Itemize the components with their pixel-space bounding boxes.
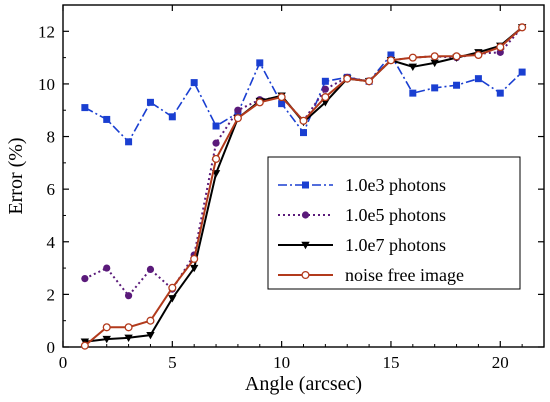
data-point (124, 292, 133, 300)
series-1 (81, 51, 526, 146)
data-point (386, 56, 396, 65)
data-point (474, 75, 482, 83)
data-point (408, 53, 417, 62)
legend-swatch-marker (301, 270, 310, 280)
legend-swatch-marker (301, 211, 310, 219)
data-point (300, 129, 307, 137)
data-point (321, 85, 329, 93)
data-point (168, 113, 176, 121)
legend-swatch-marker (302, 181, 309, 189)
data-point (452, 52, 461, 61)
data-point (212, 122, 220, 130)
data-point (102, 323, 111, 332)
legend-label: 1.0e3 photons (345, 175, 446, 195)
data-point (453, 81, 461, 89)
data-point (146, 331, 155, 340)
data-point (124, 334, 133, 342)
legend-entry-1: 1.0e3 photons (278, 175, 446, 195)
data-point (81, 104, 89, 112)
data-point (146, 98, 154, 106)
data-point (409, 89, 417, 97)
data-point (299, 116, 308, 125)
data-point (211, 154, 221, 163)
data-point (277, 93, 286, 102)
legend-label: noise free image (345, 265, 464, 285)
x-tick-label: 15 (382, 353, 399, 372)
data-point (321, 93, 330, 102)
data-point (125, 138, 133, 146)
x-tick-label: 5 (168, 353, 177, 372)
x-tick-label: 10 (273, 353, 290, 372)
data-point (387, 51, 395, 59)
data-point (124, 323, 133, 332)
data-point (168, 295, 177, 303)
y-tick-label: 10 (38, 75, 55, 94)
legend-entry-4: noise free image (278, 265, 464, 285)
data-point (365, 77, 374, 86)
series-4 (80, 23, 527, 350)
y-tick-label: 12 (38, 22, 55, 41)
legend-label: 1.0e5 photons (345, 205, 446, 225)
y-tick-label: 6 (47, 180, 56, 199)
data-point (103, 264, 111, 272)
data-point (190, 79, 198, 87)
legend-label: 1.0e7 photons (345, 235, 446, 255)
data-point (81, 275, 89, 283)
data-point (255, 98, 264, 107)
data-point (212, 139, 220, 147)
y-tick-label: 2 (47, 285, 56, 304)
data-point (146, 265, 155, 273)
data-point (430, 59, 439, 68)
data-point (496, 43, 505, 52)
data-point (496, 89, 504, 97)
x-tick-label: 0 (59, 353, 68, 372)
legend-swatch-marker (301, 241, 310, 250)
legend-box (267, 156, 521, 290)
data-point (321, 99, 330, 107)
y-axis-title: Error (%) (5, 137, 27, 214)
data-point (518, 68, 526, 76)
data-point (146, 316, 155, 325)
legend-entry-3: 1.0e7 photons (278, 235, 446, 255)
axis-ticks: 0 5 10 15 20 0 2 4 6 8 10 12 (38, 5, 544, 372)
data-point (343, 74, 352, 83)
series-layer (80, 23, 527, 350)
data-point (102, 335, 111, 344)
data-point (234, 106, 242, 114)
data-point (431, 84, 439, 92)
data-point (474, 50, 483, 60)
x-tick-label: 20 (492, 353, 509, 372)
legend-entry-2: 1.0e5 photons (278, 205, 446, 225)
data-point (321, 77, 329, 85)
data-point (233, 114, 242, 123)
data-point (408, 63, 418, 72)
y-tick-label: 8 (47, 128, 56, 147)
data-point (168, 283, 177, 292)
data-point (190, 254, 199, 263)
data-point (518, 23, 527, 32)
data-point (256, 59, 264, 67)
data-point (80, 341, 89, 350)
y-tick-label: 0 (47, 338, 56, 357)
x-axis-title: Angle (arcsec) (245, 373, 362, 395)
data-point (278, 100, 286, 108)
y-tick-label: 4 (47, 233, 56, 252)
data-point (103, 115, 111, 123)
legend: 1.0e3 photons 1.0e5 photons 1.0e7 photons n… (267, 156, 521, 290)
data-point (430, 52, 439, 61)
data-point (189, 264, 199, 273)
